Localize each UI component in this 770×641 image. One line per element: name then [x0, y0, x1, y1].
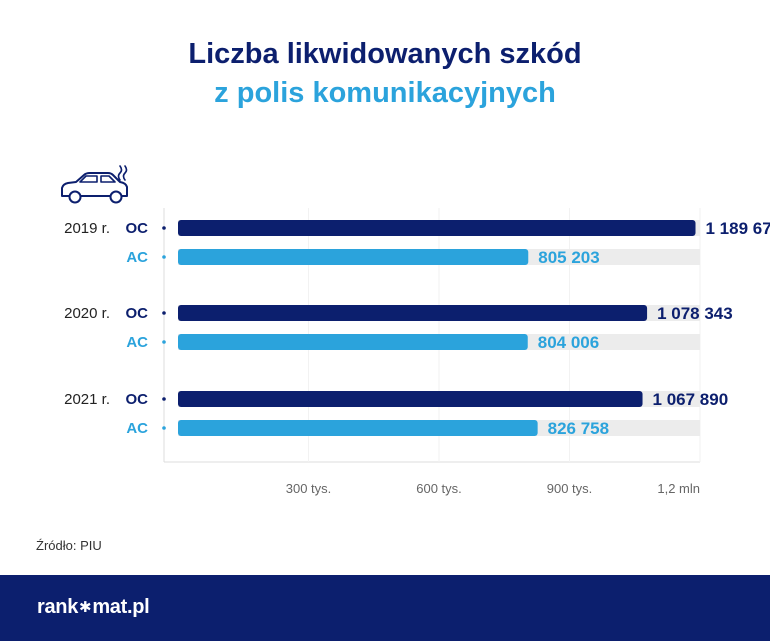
series-label-ac: AC	[126, 334, 148, 351]
series-dot	[162, 255, 166, 259]
series-dot	[162, 226, 166, 230]
series-dot	[162, 340, 166, 344]
data-label: 826 758	[548, 419, 609, 438]
bar-chart: 300 tys. 600 tys. 900 tys. 1,2 mln 2019 r. OC…	[61, 165, 770, 496]
chart-title-line-1: Liczba likwidowanych szkód	[188, 38, 582, 70]
series-dot	[162, 426, 166, 430]
category-label: 2019 r.	[64, 220, 110, 237]
series-label-oc: OC	[126, 220, 149, 237]
category-label: 2020 r.	[64, 305, 110, 322]
bar-ac	[178, 334, 528, 350]
bar-ac	[178, 420, 538, 436]
chart-title-line-2: z polis komunikacyjnych	[214, 77, 556, 109]
data-label: 804 006	[538, 333, 599, 352]
data-label: 1 189 674	[706, 219, 770, 238]
star-icon: ✱	[79, 599, 92, 616]
data-label: 1 067 890	[653, 390, 729, 409]
data-label: 1 078 343	[657, 304, 733, 323]
x-tick-label: 900 tys.	[547, 481, 593, 496]
source-note: Źródło: PIU	[36, 538, 102, 553]
data-label: 805 203	[538, 248, 599, 267]
bar-oc	[178, 220, 696, 236]
series-dot	[162, 311, 166, 315]
x-tick-label: 1,2 mln	[657, 481, 700, 496]
series-label-oc: OC	[126, 391, 149, 408]
series-label-oc: OC	[126, 305, 149, 322]
bar-ac	[178, 249, 529, 265]
logo: rank✱mat.pl	[37, 596, 150, 619]
logo-text-start: rank	[37, 596, 79, 618]
logo-text-end: mat.pl	[92, 596, 150, 618]
series-label-ac: AC	[126, 420, 148, 437]
bar-oc	[178, 391, 643, 407]
footer-bar: rank✱mat.pl	[0, 575, 770, 641]
series-label-ac: AC	[126, 249, 148, 266]
x-tick-label: 600 tys.	[416, 481, 462, 496]
series-dot	[162, 397, 166, 401]
car-icon	[61, 165, 128, 204]
x-tick-label: 300 tys.	[286, 481, 332, 496]
category-label: 2021 r.	[64, 391, 110, 408]
bar-oc	[178, 305, 648, 321]
